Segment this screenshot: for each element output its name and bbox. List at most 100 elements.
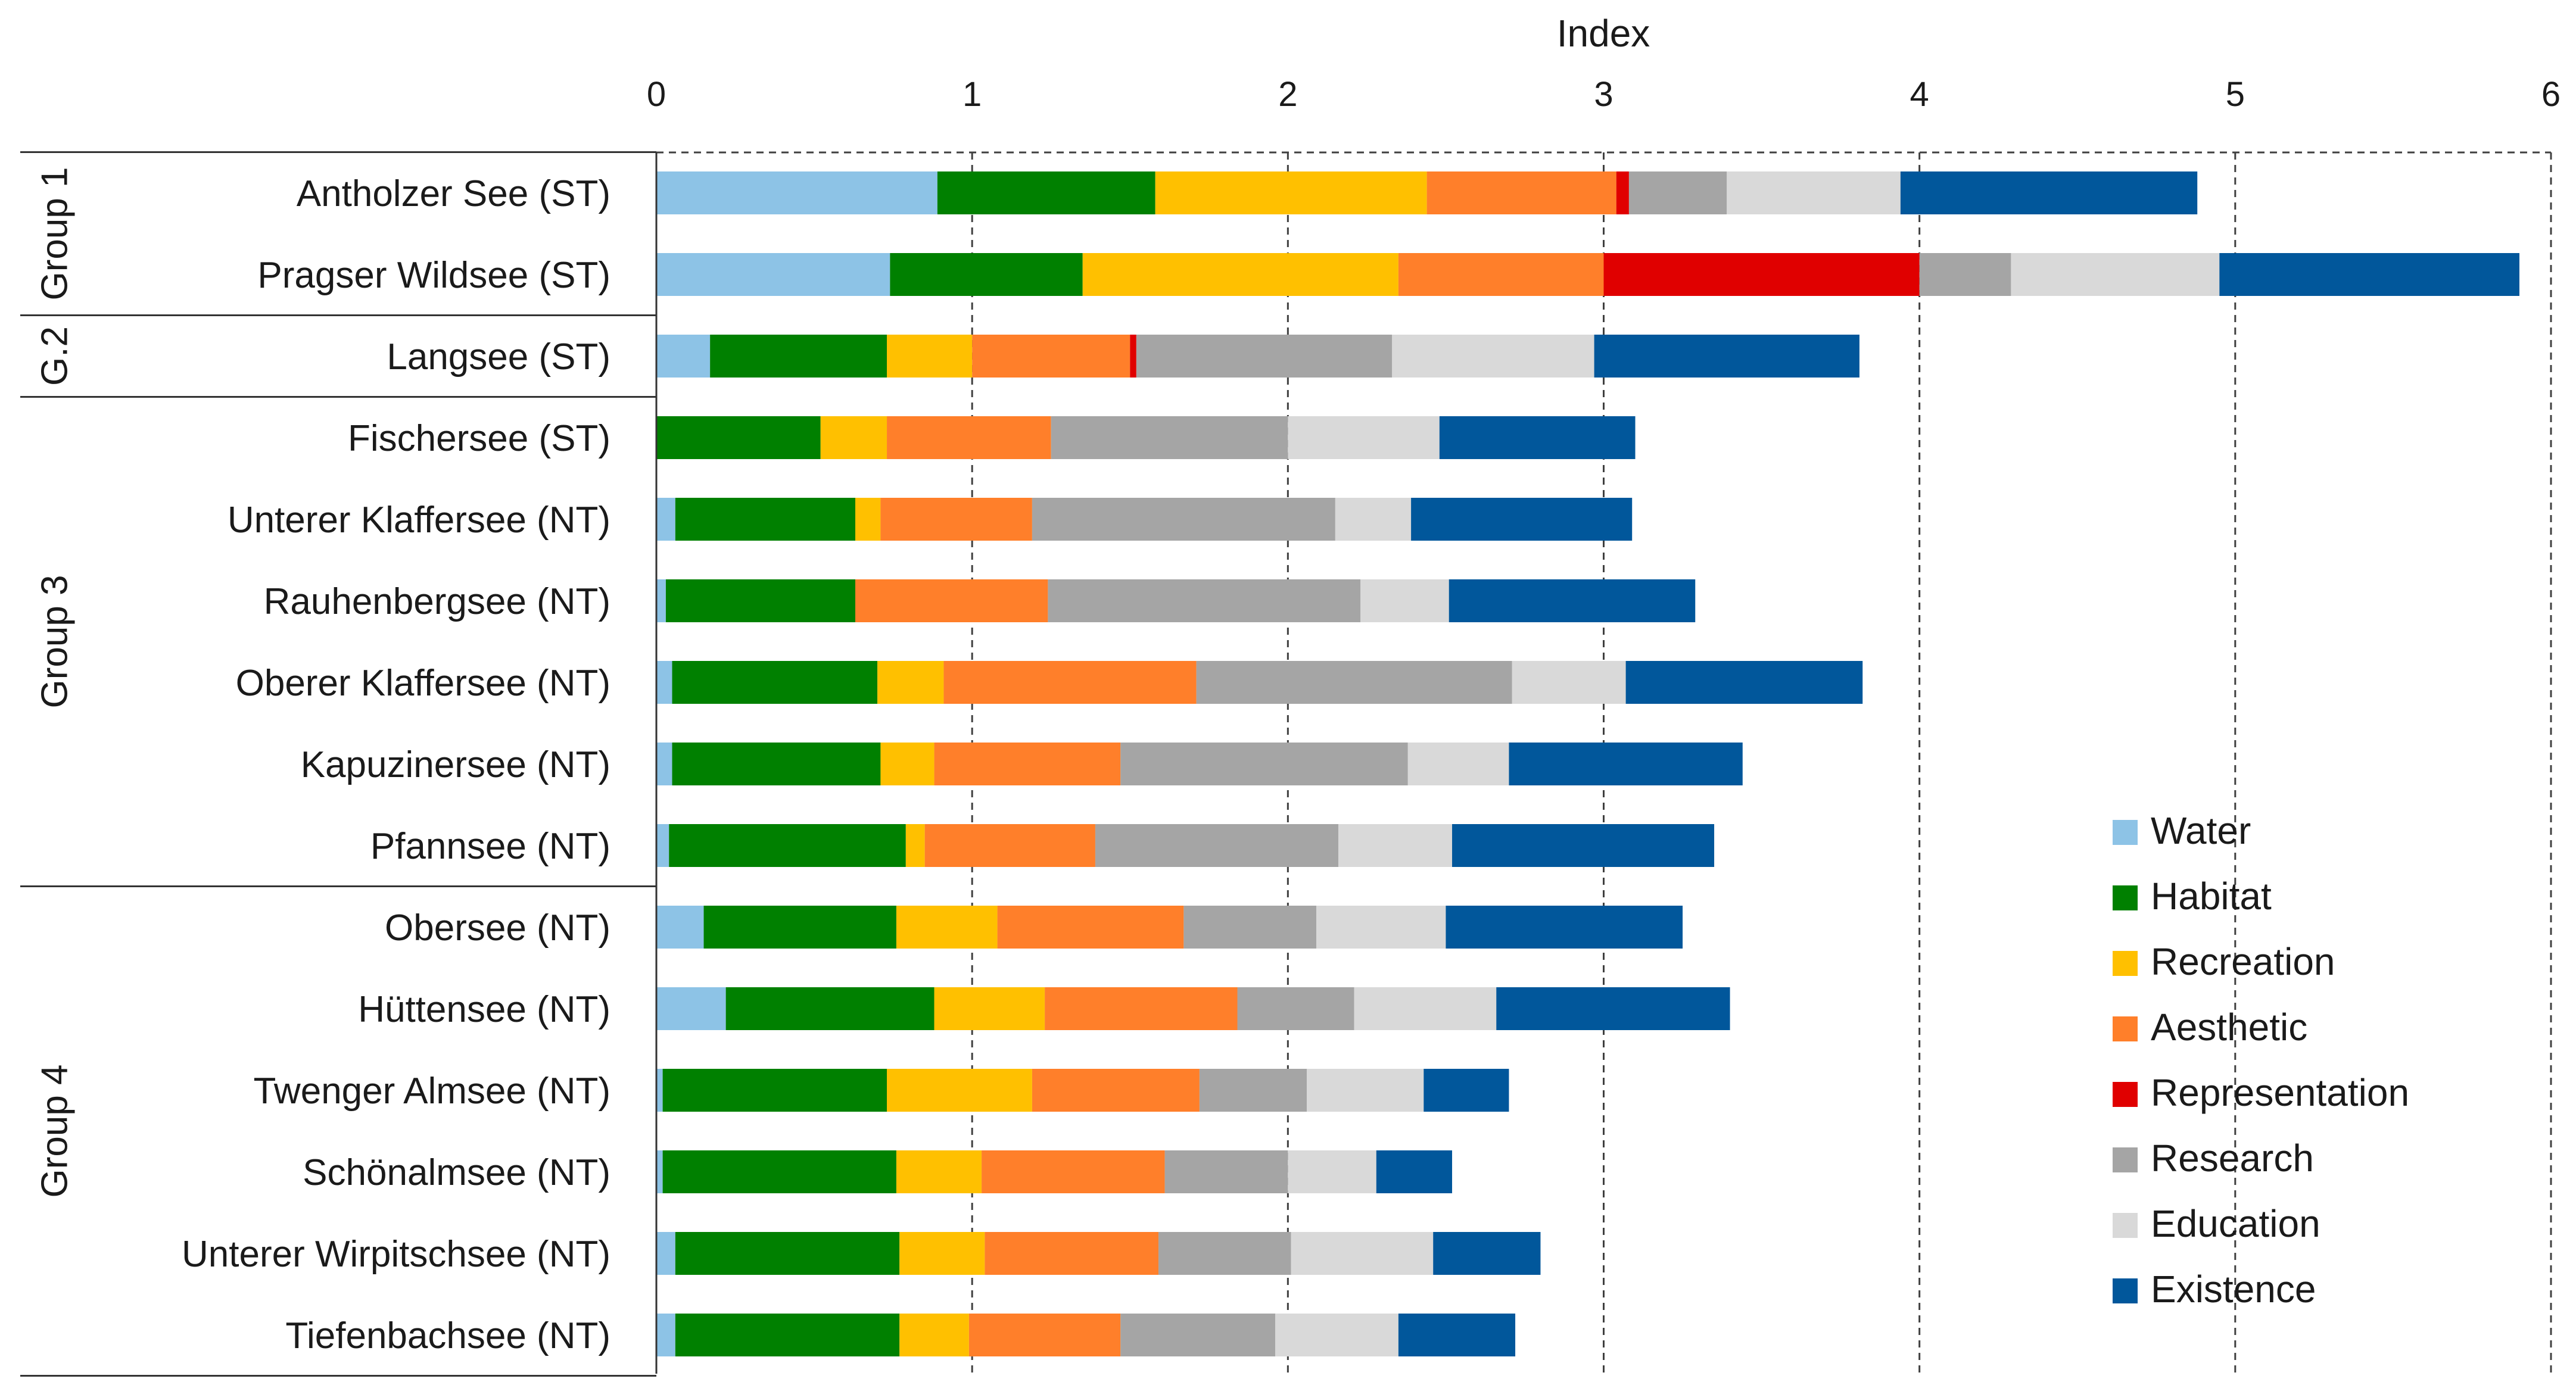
bar-segment-aesthetic [985,1232,1158,1275]
bar-segment-education [1316,906,1446,949]
bar-segment-aesthetic [924,824,1095,867]
bar-segment-aesthetic [934,743,1121,785]
bar-segment-education [1392,335,1594,378]
bar-segment-education [1291,1232,1434,1275]
legend-swatch-existence [2113,1278,2138,1303]
bar-segment-research [1120,743,1408,785]
x-tick-label: 5 [2226,75,2245,114]
bar-segment-education [1407,743,1509,785]
bar-segment-recreation [1155,171,1427,214]
bar-segment-recreation [896,1150,982,1193]
legend-label-habitat: Habitat [2151,875,2272,918]
bar-segment-aesthetic [1045,987,1238,1030]
x-tick-label: 1 [963,75,982,114]
bar-segment-water [656,171,937,214]
legend-swatch-aesthetic [2113,1016,2138,1041]
bar-segment-education [1275,1314,1398,1356]
bar-segment-aesthetic [972,335,1130,378]
category-label: Hüttensee (NT) [358,989,610,1030]
bar-segment-aesthetic [887,416,1051,459]
legend-swatch-water [2113,820,2138,845]
category-label: Kapuzinersee (NT) [301,744,610,785]
bar-segment-recreation [887,335,973,378]
bar-segment-aesthetic [880,498,1032,541]
bar-segment-habitat [675,498,856,541]
bar-segment-recreation [934,987,1045,1030]
legend-label-research: Research [2151,1137,2314,1180]
legend-swatch-recreation [2113,951,2138,976]
category-label: Fischersee (ST) [348,418,610,459]
bar-segment-aesthetic [982,1150,1165,1193]
legend-label-recreation: Recreation [2151,940,2335,983]
category-label: Antholzer See (ST) [297,173,610,214]
bar-segment-habitat [656,416,821,459]
bar-segment-habitat [890,253,1083,296]
bar-segment-existence [1433,1232,1541,1275]
bar-segment-research [1183,906,1317,949]
bar-segment-habitat [725,987,935,1030]
bar-segment-existence [1496,987,1730,1030]
bar-segment-water [656,661,672,704]
x-tick-label: 3 [1594,75,1613,114]
bar-segment-research [1158,1232,1291,1275]
bar-segment-habitat [662,1150,896,1193]
bar-segment-research [1095,824,1339,867]
bar-segment-existence [1439,416,1636,459]
bar-segment-existence [1411,498,1633,541]
bar-segment-habitat [662,1069,887,1112]
bar-segment-water [656,743,672,785]
bar-segment-water [656,824,669,867]
bar-segment-water [656,579,666,622]
bar-segment-existence [1449,579,1696,622]
category-label: Rauhenbergsee (NT) [264,581,610,622]
bar-segment-representation [1130,335,1136,378]
bar-segment-aesthetic [943,661,1197,704]
bar-segment-habitat [672,743,881,785]
group-label: G.2 [35,326,76,386]
category-labels: Antholzer See (ST) Pragser Wildsee (ST) La… [182,173,610,1356]
bar-segment-water [656,1069,663,1112]
legend-label-aesthetic: Aesthetic [2151,1006,2307,1049]
bar-segment-education [1307,1069,1424,1112]
bar-segment-habitat [672,661,878,704]
category-label: Tiefenbachsee (NT) [285,1315,610,1356]
bar-segment-habitat [703,906,896,949]
bar-segment-education [1354,987,1497,1030]
category-label: Unterer Klaffersee (NT) [228,500,610,541]
bar-segment-research [1196,661,1512,704]
legend: Water Habitat Recreation Aesthetic Represent… [2113,809,2409,1311]
legend-label-water: Water [2151,809,2251,852]
bar-segment-water [656,1150,663,1193]
bar-segment-aesthetic [1426,171,1616,214]
bar-segment-water [656,1232,675,1275]
bar-segment-existence [1509,743,1743,785]
bar-segment-existence [1625,661,1863,704]
category-label: Schönalmsee (NT) [303,1152,610,1193]
bar-segment-water [656,498,675,541]
x-tick-label: 4 [1910,75,1929,114]
bar-segments [656,171,2519,1356]
bar-segment-education [1338,824,1453,867]
bar-segment-research [1136,335,1393,378]
bar-segment-education [1360,579,1449,622]
legend-swatch-habitat [2113,885,2138,910]
bar-segment-habitat [675,1314,900,1356]
bar-segment-aesthetic [1398,253,1604,296]
legend-swatch-education [2113,1213,2138,1238]
bar-segment-research [1237,987,1354,1030]
bar-segment-education [2011,253,2220,296]
bar-segment-education [1288,1150,1376,1193]
axes: Index 0 1 2 3 4 5 6 [647,12,2561,1374]
bar-segment-recreation [880,743,935,785]
bar-segment-representation [1616,171,1629,214]
bar-segment-recreation [887,1069,1032,1112]
bar-segment-research [1032,498,1335,541]
bar-segment-habitat [665,579,856,622]
bar-segment-existence [1376,1150,1453,1193]
bar-segment-research [1628,171,1727,214]
bar-segment-water [656,1314,675,1356]
bar-segment-existence [1446,906,1683,949]
legend-swatch-research [2113,1147,2138,1172]
group-label: Group 3 [35,575,76,708]
